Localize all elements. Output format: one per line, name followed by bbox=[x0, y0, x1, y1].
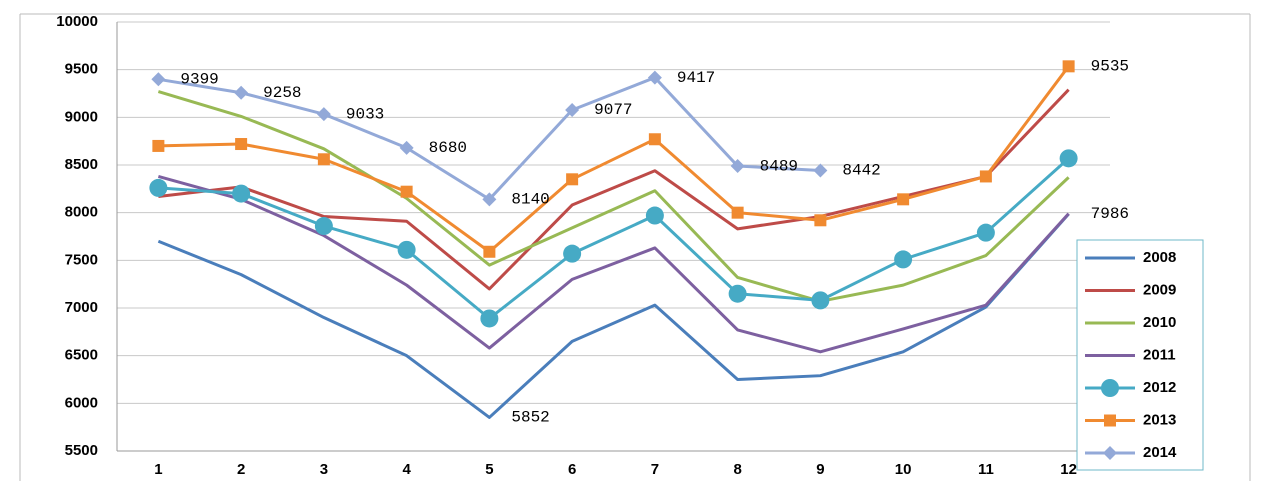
y-tick-label: 10000 bbox=[56, 13, 98, 30]
marker bbox=[647, 70, 662, 85]
marker bbox=[1103, 446, 1117, 460]
data-label: 9033 bbox=[346, 105, 384, 123]
marker bbox=[730, 159, 745, 174]
marker bbox=[1101, 379, 1119, 397]
marker bbox=[1104, 414, 1116, 427]
legend-label: 2010 bbox=[1143, 314, 1176, 331]
legend-label: 2014 bbox=[1143, 444, 1177, 461]
x-tick-label: 4 bbox=[402, 461, 411, 478]
series-line bbox=[158, 76, 821, 201]
x-tick-label: 6 bbox=[568, 461, 576, 478]
marker bbox=[232, 184, 251, 203]
marker bbox=[979, 170, 992, 183]
series-line bbox=[158, 157, 1070, 320]
y-tick-label: 7500 bbox=[65, 251, 98, 268]
marker bbox=[976, 223, 995, 242]
x-tick-label: 7 bbox=[651, 461, 659, 478]
marker bbox=[814, 214, 827, 227]
marker bbox=[811, 291, 830, 310]
y-tick-label: 6000 bbox=[65, 394, 98, 411]
y-tick-label: 8000 bbox=[65, 204, 98, 221]
marker bbox=[563, 244, 582, 263]
marker bbox=[728, 284, 747, 303]
marker bbox=[314, 217, 333, 236]
marker bbox=[1062, 60, 1075, 73]
marker bbox=[397, 240, 416, 259]
marker bbox=[234, 85, 249, 100]
legend-label: 2012 bbox=[1143, 379, 1176, 396]
y-tick-label: 7000 bbox=[65, 299, 98, 316]
marker bbox=[483, 245, 496, 258]
data-label: 9535 bbox=[1091, 58, 1129, 76]
marker bbox=[1059, 149, 1078, 168]
x-tick-label: 9 bbox=[816, 461, 824, 478]
y-tick-label: 5500 bbox=[65, 442, 98, 459]
series-line bbox=[158, 65, 1070, 254]
data-label: 9077 bbox=[594, 101, 632, 119]
marker bbox=[480, 309, 499, 328]
marker bbox=[566, 173, 579, 186]
data-label: 9417 bbox=[677, 69, 715, 87]
data-label: 5852 bbox=[511, 409, 549, 427]
marker bbox=[399, 140, 414, 155]
marker bbox=[813, 163, 828, 178]
data-label: 9258 bbox=[263, 84, 301, 102]
x-tick-label: 2 bbox=[237, 461, 245, 478]
marker bbox=[565, 102, 580, 117]
data-label: 8140 bbox=[511, 191, 549, 209]
data-label: 9399 bbox=[180, 71, 218, 89]
marker bbox=[400, 185, 413, 198]
data-label: 8442 bbox=[842, 162, 880, 180]
y-tick-label: 8500 bbox=[65, 156, 98, 173]
marker bbox=[482, 192, 497, 207]
y-tick-label: 6500 bbox=[65, 347, 98, 364]
y-tick-label: 9000 bbox=[65, 108, 98, 125]
marker bbox=[151, 72, 166, 87]
marker bbox=[317, 153, 330, 166]
y-tick-label: 9500 bbox=[65, 61, 98, 78]
x-tick-label: 3 bbox=[320, 461, 328, 478]
series-line bbox=[157, 174, 1070, 354]
data-label: 8489 bbox=[760, 157, 798, 175]
x-tick-label: 1 bbox=[154, 461, 162, 478]
marker bbox=[149, 178, 168, 197]
series-line bbox=[157, 213, 1070, 419]
marker bbox=[152, 139, 165, 152]
marker bbox=[897, 193, 910, 206]
marker bbox=[894, 250, 913, 269]
marker bbox=[235, 138, 248, 151]
legend-label: 2011 bbox=[1143, 346, 1176, 363]
legend-label: 2008 bbox=[1143, 249, 1176, 266]
x-tick-label: 8 bbox=[733, 461, 741, 478]
series-line bbox=[158, 88, 1070, 291]
marker bbox=[648, 133, 661, 146]
marker bbox=[645, 206, 664, 225]
x-tick-label: 5 bbox=[485, 461, 493, 478]
x-tick-label: 11 bbox=[978, 461, 994, 478]
x-tick-label: 12 bbox=[1060, 461, 1077, 478]
data-label: 7986 bbox=[1091, 205, 1129, 223]
legend-label: 2013 bbox=[1143, 411, 1176, 428]
x-tick-label: 10 bbox=[895, 461, 912, 478]
series-line bbox=[157, 90, 1070, 303]
marker bbox=[731, 206, 744, 219]
marker bbox=[316, 107, 331, 122]
data-label: 8680 bbox=[429, 139, 467, 157]
legend-label: 2009 bbox=[1143, 281, 1176, 298]
